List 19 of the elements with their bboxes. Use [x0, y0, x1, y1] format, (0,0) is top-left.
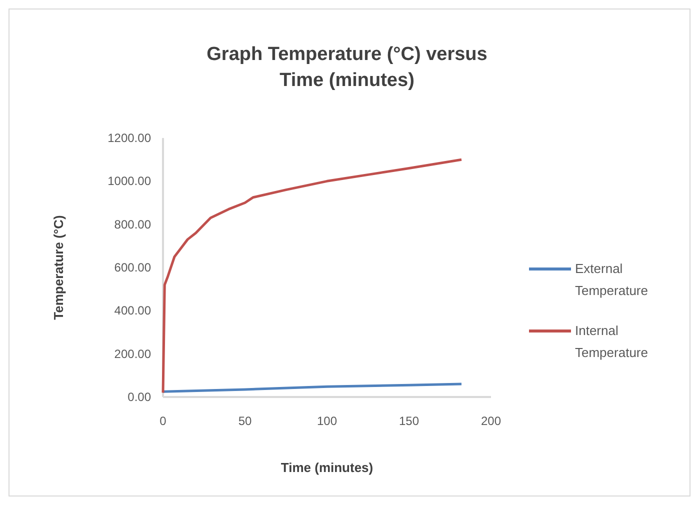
x-tick-label: 0	[160, 414, 167, 428]
x-tick-label: 100	[316, 414, 338, 428]
y-tick-label: 800.00	[114, 217, 152, 232]
legend-label: Internal Temperature	[575, 323, 648, 360]
y-tick-label: 200.00	[114, 346, 152, 361]
y-tick-label: 400.00	[114, 304, 152, 318]
x-tick-label: 50	[238, 414, 252, 428]
line-series	[162, 158, 463, 394]
line-series	[162, 382, 463, 393]
x-tick-label: 200	[480, 414, 502, 428]
y-tick-label: 1200.00	[108, 131, 152, 145]
y-tick-label: 1000.00	[108, 174, 152, 188]
x-tick-label: 150	[398, 414, 420, 428]
legend-label: External Temperature	[575, 261, 648, 298]
y-tick-label: 600.00	[114, 260, 152, 274]
x-axis-title: Time (minutes)	[280, 460, 374, 475]
y-tick-label: 0.00	[128, 390, 152, 404]
y-axis-title: Temperature (°C)	[51, 215, 66, 320]
chart-title: Graph Temperature (°C) versus Time (minutes)	[206, 44, 488, 91]
